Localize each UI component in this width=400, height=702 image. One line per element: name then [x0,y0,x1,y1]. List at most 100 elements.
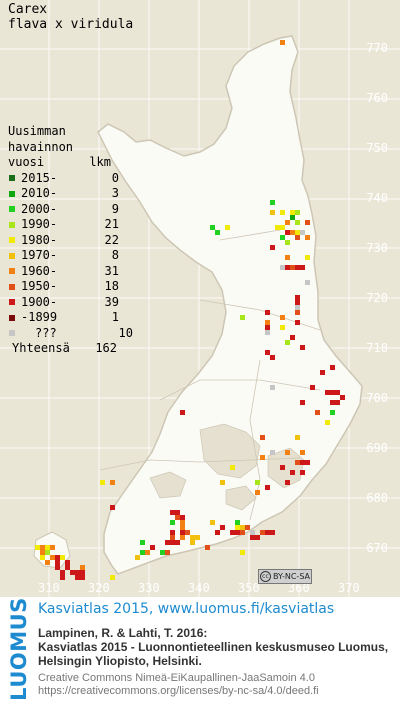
legend-rows: 2015- 0 2010- 3 2000- 9 1990- 21 1980- 22 1970- 8 19… [8,171,133,342]
legend-row-label: 1960- [21,263,58,278]
legend-swatch [9,221,15,228]
site-link[interactable]: Kasviatlas 2015, www.luomus.fi/kasviatla… [38,601,335,617]
legend-swatch [9,206,15,213]
legend-heading-3: vuosi lkm [8,155,133,171]
observation-marker [180,520,185,525]
observation-marker [40,555,45,560]
observation-marker [180,535,185,540]
observation-marker [285,240,290,245]
observation-marker [215,530,220,535]
observation-marker [305,255,310,260]
observation-marker [330,410,335,415]
observation-marker [185,530,190,535]
observation-marker [140,540,145,545]
legend-swatch [9,299,15,306]
observation-marker [70,570,75,575]
observation-marker [110,505,115,510]
observation-marker [285,265,290,270]
observation-marker [295,320,300,325]
observation-marker [60,570,65,575]
legend-row-count: 0 [111,170,119,185]
legend-count-header: lkm [89,155,111,169]
y-grid-label: 670 [366,541,388,555]
observation-marker [240,315,245,320]
legend-row: 2000- 9 [8,202,133,218]
legend-swatch [9,283,15,290]
observation-marker [280,325,285,330]
cc-icon: cc [259,571,271,582]
observation-marker [295,295,300,300]
observation-marker [285,480,290,485]
observation-marker [80,570,85,575]
legend-heading-2: havainnon [8,139,74,154]
observation-marker [280,40,285,45]
observation-marker [50,545,55,550]
observation-marker [300,230,305,235]
legend-row-count: 21 [104,217,119,231]
legend-row-label: 2000- [21,201,58,216]
observation-marker [195,535,200,540]
footer [0,597,400,702]
y-grid-label: 760 [366,91,388,105]
x-grid-label: 370 [338,581,360,595]
legend-total: Yhteensä 162 [8,341,133,357]
observation-marker [230,530,235,535]
observation-marker [320,370,325,375]
observation-marker [170,540,175,545]
license-line-1: Creative Commons Nimeä-EiKaupallinen-Jaa… [38,672,315,684]
cc-badge-text: BY-NC-SA [272,572,311,581]
observation-marker [340,395,345,400]
x-grid-label: 340 [188,581,210,595]
legend-row-count: 22 [104,232,119,247]
observation-marker [295,435,300,440]
observation-marker [175,515,180,520]
observation-marker [280,235,285,240]
legend-row: 1980- 22 [8,233,133,249]
observation-marker [290,230,295,235]
y-grid-label: 740 [366,191,388,205]
legend-row: 1970- 8 [8,248,133,264]
observation-marker [235,525,240,530]
observation-marker [265,325,270,330]
observation-marker [270,450,275,455]
observation-marker [330,390,335,395]
observation-marker [260,435,265,440]
observation-marker [280,465,285,470]
observation-marker [180,530,185,535]
observation-marker [265,310,270,315]
observation-marker [305,235,310,240]
legend-row: 2010- 3 [8,186,133,202]
observation-marker [45,560,50,565]
observation-marker [265,320,270,325]
legend-swatch [9,190,15,197]
observation-marker [170,520,175,525]
observation-marker [330,365,335,370]
observation-marker [250,530,255,535]
observation-marker [230,465,235,470]
legend-year-header: vuosi [8,155,45,169]
observation-marker [270,355,275,360]
observation-marker [285,450,290,455]
observation-marker [55,555,60,560]
observation-marker [265,350,270,355]
observation-marker [160,550,165,555]
y-grid-label: 770 [366,41,388,55]
species-epithet: flava x viridula [8,17,134,32]
observation-marker [190,535,195,540]
legend-total-label: Yhteensä [12,341,70,355]
license-text: Creative Commons Nimeä-EiKaupallinen-Jaa… [38,672,319,698]
observation-marker [245,525,250,530]
observation-marker [290,470,295,475]
observation-marker [240,525,245,530]
license-url[interactable]: https://creativecommons.org/licenses/by-… [38,685,319,697]
observation-marker [310,385,315,390]
observation-marker [335,400,340,405]
legend-row: 2015- 0 [8,171,133,187]
legend-row-count: 9 [111,201,119,216]
observation-marker [170,530,175,535]
cc-license-badge[interactable]: cc BY-NC-SA [258,569,312,584]
legend-row: 1950- 18 [8,279,133,295]
observation-marker [220,525,225,530]
legend-row-label: 2015- [21,170,58,185]
observation-marker [165,550,170,555]
